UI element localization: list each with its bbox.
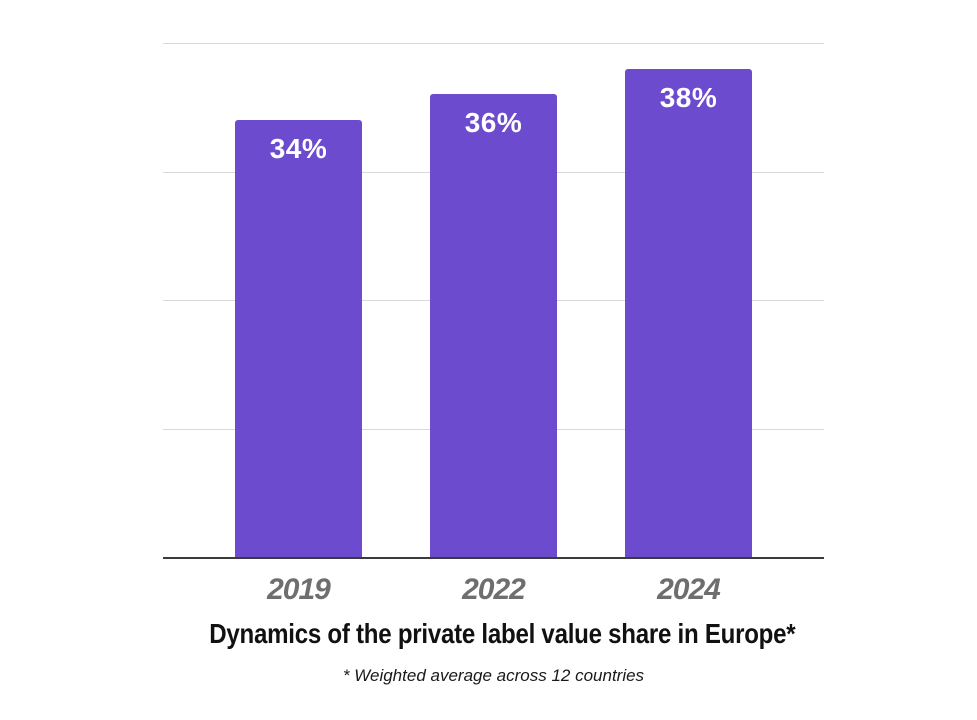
bar-value-label: 38% <box>659 81 718 113</box>
chart-footnote: * Weighted average across 12 countries <box>342 666 645 685</box>
bar-chart-plot-area: 34% 36% 38% <box>163 43 824 559</box>
bar-value-label: 36% <box>464 107 523 139</box>
x-tick-label-2019: 2019 <box>267 573 331 606</box>
bar-2024: 38% <box>625 68 752 557</box>
gridline-40 <box>163 43 824 44</box>
x-tick-label-2024: 2024 <box>657 573 721 606</box>
bar-value-label: 34% <box>269 133 328 165</box>
bar-2022: 36% <box>430 94 557 557</box>
x-axis-labels: 2019 2022 2024 <box>163 572 824 608</box>
bars-row: 34% 36% 38% <box>163 43 824 557</box>
x-tick-label-2022: 2022 <box>462 573 526 606</box>
bar-2019: 34% <box>235 120 362 557</box>
chart-title: Dynamics of the private label value shar… <box>209 618 796 649</box>
